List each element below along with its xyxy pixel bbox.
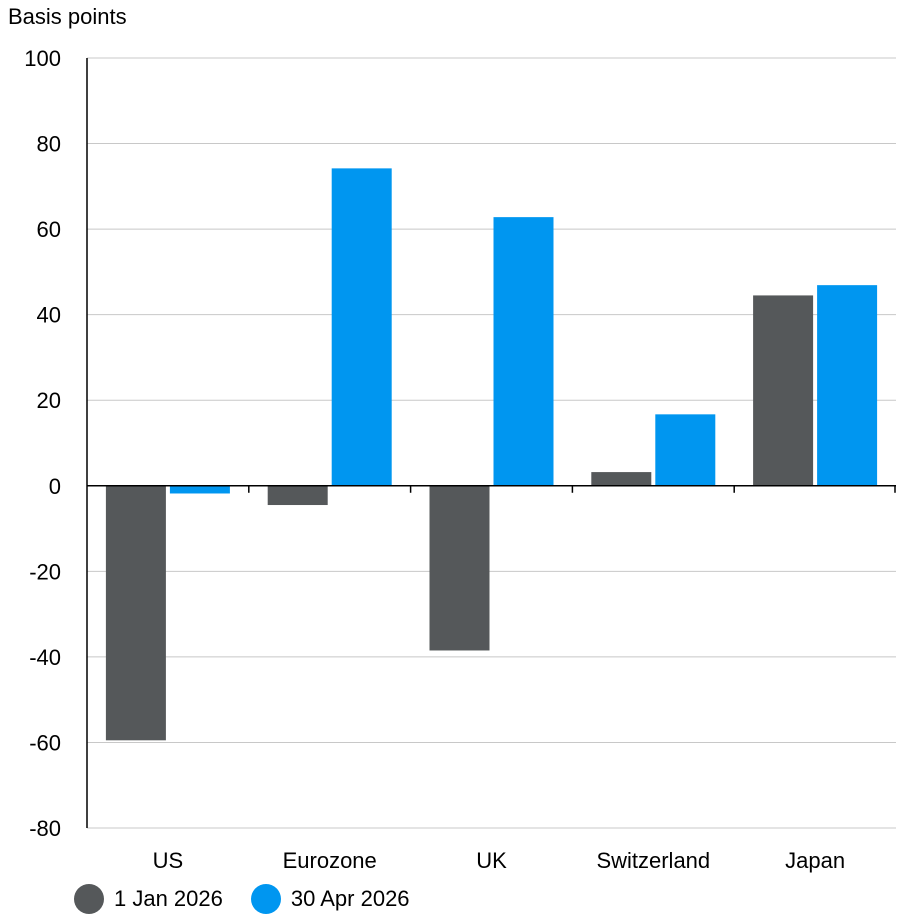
y-tick-label: -40 [29, 645, 61, 670]
legend-item-series-2: 30 Apr 2026 [250, 884, 410, 914]
x-tick-label: Switzerland [596, 848, 710, 873]
bar-us-series-1 [105, 485, 166, 741]
axes [86, 58, 896, 828]
bar-uk-series-2 [493, 217, 554, 486]
bar-japan-series-1 [753, 295, 814, 486]
legend-label: 30 Apr 2026 [290, 886, 410, 911]
x-tick-label: Eurozone [283, 848, 377, 873]
x-tick-label: US [153, 848, 184, 873]
legend-swatch [74, 884, 104, 914]
y-axis-label: Basis points [8, 4, 127, 29]
bar-eurozone-series-2 [331, 168, 392, 486]
y-tick-label: -60 [29, 730, 61, 755]
legend: 1 Jan 2026 30 Apr 2026 [74, 884, 438, 914]
y-tick-label: 20 [37, 388, 61, 413]
x-tick-label: UK [476, 848, 507, 873]
legend-item-series-1: 1 Jan 2026 [74, 884, 223, 914]
y-tick-label: 100 [24, 46, 61, 71]
y-tick-label: 40 [37, 303, 61, 328]
bar-switzerland-series-2 [655, 414, 716, 486]
y-tick-label: -80 [29, 816, 61, 841]
bar-japan-series-2 [817, 285, 878, 486]
y-tick-label: 80 [37, 132, 61, 157]
y-tick-label: 0 [49, 474, 61, 499]
legend-label: 1 Jan 2026 [114, 886, 223, 911]
x-tick-label: Japan [785, 848, 845, 873]
y-tick-label: 60 [37, 217, 61, 242]
bar-chart: 100 80 60 40 20 0 -20 -40 -60 -80 US Eurozone UK Swi… [24, 46, 896, 873]
x-tick-labels: US Eurozone UK Switzerland Japan [153, 848, 845, 873]
bar-switzerland-series-1 [591, 472, 652, 486]
y-tick-label: -20 [29, 559, 61, 584]
bar-uk-series-1 [429, 485, 490, 651]
bar-us-series-2 [169, 485, 230, 494]
gridlines [87, 57, 896, 829]
bars [105, 168, 878, 741]
bar-eurozone-series-1 [267, 485, 328, 506]
y-tick-labels: 100 80 60 40 20 0 -20 -40 -60 -80 [24, 46, 61, 841]
legend-swatch [250, 884, 281, 914]
